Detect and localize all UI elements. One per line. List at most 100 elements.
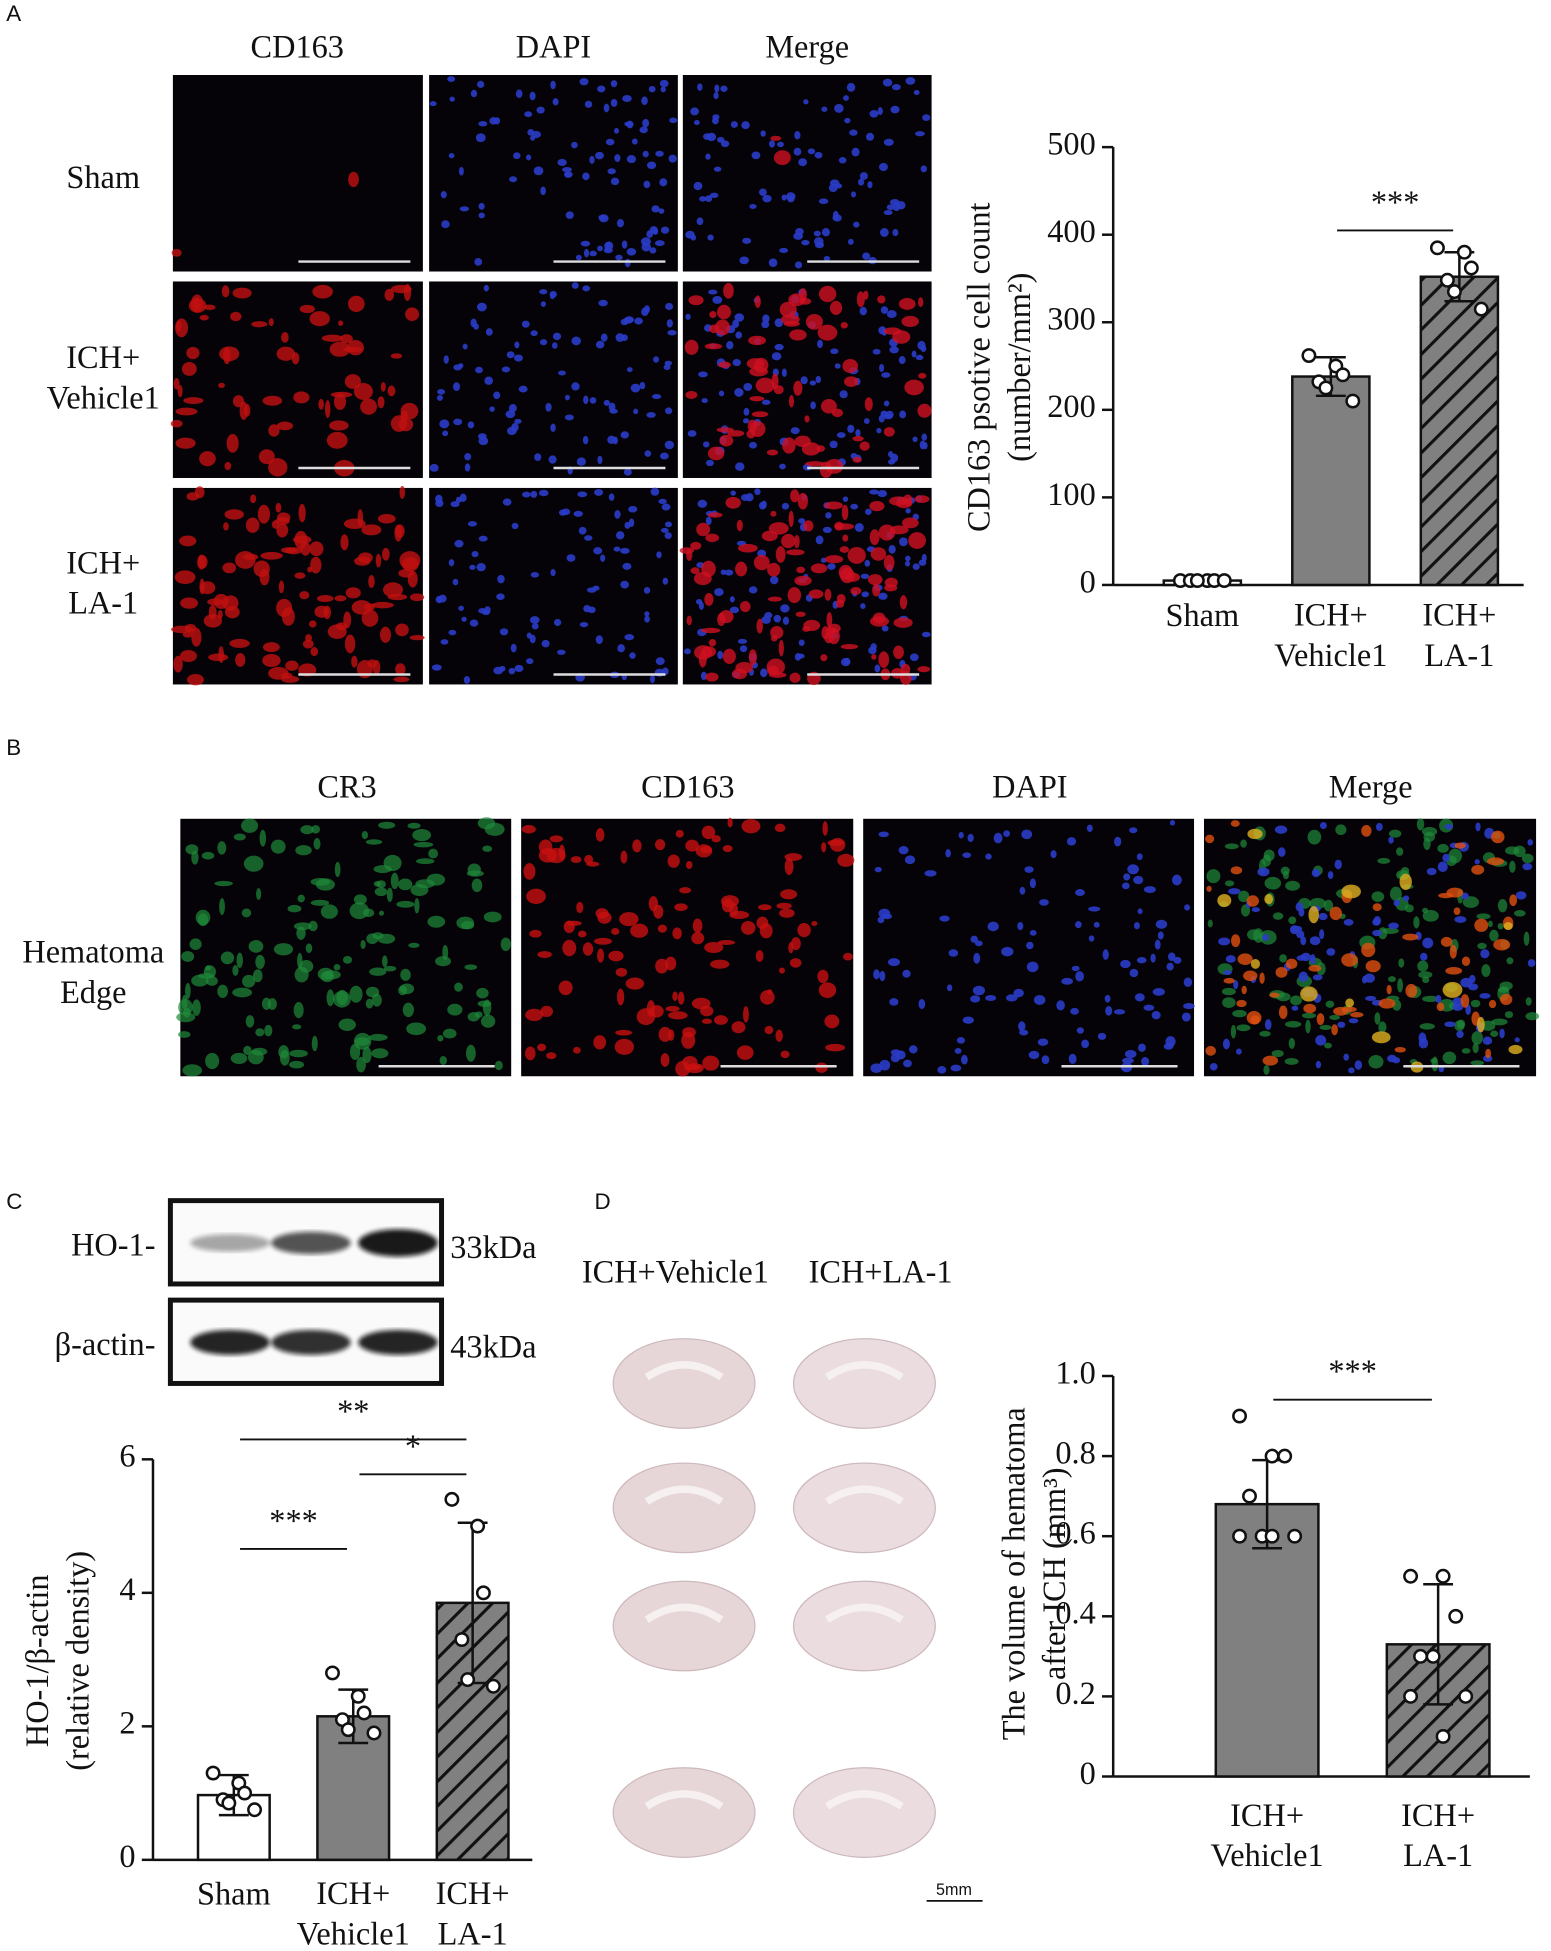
cell [368,1033,388,1041]
cell [1416,818,1425,831]
cell [1290,995,1302,1006]
cell [741,494,750,502]
cell [1246,895,1259,907]
cell [595,151,604,160]
cell [1097,1032,1107,1040]
cell [178,1031,191,1038]
cell [639,381,646,390]
cell [583,395,589,405]
cell [203,614,222,628]
cell [1240,839,1247,848]
cell [256,888,262,900]
cell [643,180,651,189]
cell [828,627,840,645]
cell [262,653,281,667]
cell [177,384,183,398]
cell [416,858,435,865]
cell [902,494,913,506]
cell [878,831,889,838]
cell [1453,907,1461,915]
cell [230,1052,248,1064]
cell [448,559,455,567]
cell [564,394,570,401]
cell [649,247,657,254]
cell [824,555,844,564]
cell [1233,979,1239,990]
cell [731,1021,746,1034]
cell [739,601,751,613]
cell [865,132,875,141]
cell [1509,860,1516,873]
cell [974,940,983,947]
cell [879,363,885,372]
cell [390,872,399,890]
blot-band [190,1329,270,1355]
cell [442,944,449,961]
cell [323,970,341,980]
cell [464,453,472,461]
cell [382,955,388,968]
cell [825,512,832,519]
cell [453,418,463,426]
cell [467,863,481,876]
cell [514,354,523,362]
cell [1224,843,1239,850]
cell [409,593,425,602]
data-point [350,1688,366,1704]
cell [558,844,566,861]
data-point [356,1705,372,1721]
cell [701,560,716,577]
cell [1024,866,1034,873]
cell [730,490,736,496]
data-point [1345,393,1361,409]
cell [550,423,556,432]
cell [797,923,811,938]
cell [714,588,724,597]
cell [577,491,588,498]
cell [558,509,567,516]
cell [660,226,670,234]
cell [794,261,803,269]
cell [436,394,443,401]
cell [550,80,556,90]
cell [244,403,251,417]
cell [782,437,796,454]
cell [1363,973,1375,983]
x-tick-label: ICH+ Vehicle1 [1274,597,1387,673]
image-background [429,487,678,685]
cell [1237,953,1253,965]
cell [884,577,898,588]
cell [985,853,992,860]
data-point [1335,367,1351,383]
cell [540,1005,554,1017]
data-point [1277,1448,1293,1464]
cell [349,1043,361,1061]
cell [807,148,816,155]
cell [1448,848,1463,864]
cell [617,644,626,653]
cell [691,932,705,945]
cell [292,535,312,544]
cell [1133,922,1140,930]
cell [222,595,239,611]
cell [710,959,730,969]
micrograph [429,487,678,685]
cell [461,616,467,622]
cell [714,1015,728,1025]
error-bar [1423,1583,1454,1706]
cell [1086,824,1093,833]
cell [684,339,699,355]
cell [1263,1065,1270,1075]
cell [864,397,873,412]
cell [245,517,260,533]
cell [537,1043,547,1052]
cell [708,289,718,295]
cell [371,601,394,609]
cell [214,880,233,887]
cell [720,140,730,148]
cell [762,314,770,323]
cell [882,78,893,87]
cell [720,85,728,93]
cell [183,397,204,404]
cell [506,351,515,359]
